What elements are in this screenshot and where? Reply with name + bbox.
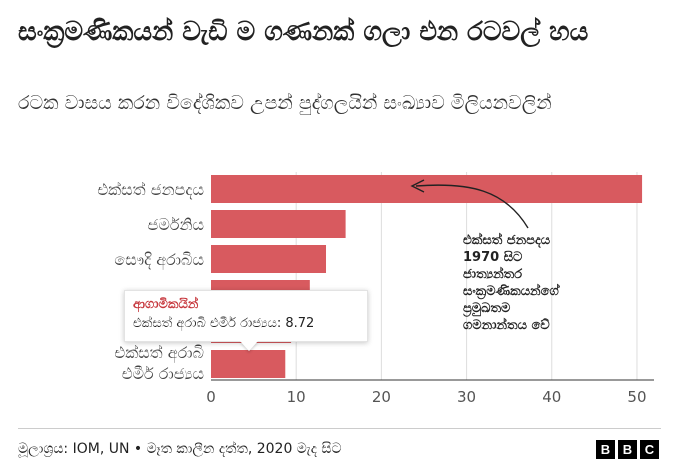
gridlines — [295, 172, 638, 380]
category-label: සෞදි අරාබිය — [114, 250, 204, 270]
tooltip-title: ආගාමිකයින් — [133, 297, 199, 312]
chart-title: සංක්‍රමණිකයන් වැඩි ම ගණනක් ගලා එන රටවල් … — [18, 17, 589, 47]
category-labels: එක්සත් ජනපදය ජර්මනිය සෞදි අරාබිය එක්සත් අරා… — [97, 180, 204, 383]
x-tick-label: 20 — [372, 388, 391, 406]
annotation-text: එක්සත් ජනපදය — [463, 231, 551, 249]
chart-tooltip: ආගාමිකයින් එක්සත් අරාබි එමීර් රාජ්‍යය: 8… — [124, 290, 368, 342]
source-note: මූලාශ්‍රය: IOM, UN • මෑත කාලීන දත්ත, 202… — [18, 441, 342, 457]
footer-divider — [18, 428, 661, 429]
bar-chart: එක්සත් ජනපදය ජර්මනිය සෞදි අරාබිය එක්සත් අරා… — [97, 172, 654, 406]
bar[interactable] — [211, 350, 286, 378]
bar[interactable] — [211, 175, 643, 203]
tooltip-value-line: එක්සත් අරාබි එමීර් රාජ්‍යය: 8.72 — [133, 314, 359, 334]
tooltip-value: 8.72 — [285, 316, 315, 331]
x-axis: 0 10 20 30 40 50 — [206, 379, 654, 406]
annotation-text: ප්‍රමුඛතම — [463, 301, 511, 317]
logo-letter: B — [618, 440, 637, 459]
annotation-text: 1970 සිට — [463, 249, 523, 265]
category-label: එමීර් රාජ්‍යය — [122, 364, 204, 383]
x-tick-label: 0 — [206, 388, 216, 406]
bars — [211, 175, 643, 378]
bar[interactable] — [211, 210, 346, 238]
annotation-text: සංක්‍රමණිකයන්ගේ — [463, 282, 561, 300]
bar[interactable] — [211, 245, 327, 273]
category-label: ජර්මනිය — [148, 215, 205, 234]
x-tick-label: 30 — [457, 388, 476, 406]
x-tick-label: 40 — [542, 388, 561, 406]
tooltip-caret — [240, 341, 258, 351]
tooltip-label: එක්සත් අරාබි එමීර් රාජ්‍යය: — [133, 316, 282, 331]
category-label: එක්සත් ජනපදය — [97, 180, 204, 199]
x-tick-label: 50 — [627, 388, 646, 406]
annotation-text: ගමනාන්තය වේ — [463, 316, 550, 333]
logo-letter: C — [640, 440, 659, 459]
logo-letter: B — [596, 440, 615, 459]
annotation-arrow — [415, 184, 529, 229]
bbc-logo: B B C — [596, 440, 659, 459]
category-label: එක්සත් අරාබි — [114, 343, 204, 363]
annotation-arrowhead — [410, 179, 425, 193]
chart-subtitle: රටක වාසය කරන විදේශිකව උපන් පුද්ගලයින් සං… — [18, 92, 552, 114]
x-tick-label: 10 — [287, 388, 306, 406]
annotation-text: ජාත්‍යන්තර — [463, 265, 523, 282]
